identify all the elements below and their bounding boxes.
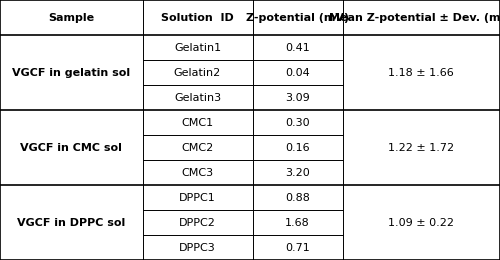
Text: VGCF in gelatin sol: VGCF in gelatin sol xyxy=(12,68,130,77)
Text: 1.68: 1.68 xyxy=(285,218,310,228)
Text: 1.22 ± 1.72: 1.22 ± 1.72 xyxy=(388,142,454,153)
Text: Gelatin1: Gelatin1 xyxy=(174,43,221,53)
Text: 0.71: 0.71 xyxy=(285,243,310,252)
Text: 3.20: 3.20 xyxy=(285,167,310,178)
Text: Gelatin3: Gelatin3 xyxy=(174,93,221,103)
Text: Gelatin2: Gelatin2 xyxy=(174,68,221,77)
Text: CMC3: CMC3 xyxy=(182,167,214,178)
Text: DPPC3: DPPC3 xyxy=(179,243,216,252)
Text: 3.09: 3.09 xyxy=(285,93,310,103)
Text: 0.16: 0.16 xyxy=(285,142,310,153)
Text: 0.04: 0.04 xyxy=(285,68,310,77)
Text: CMC2: CMC2 xyxy=(182,142,214,153)
Text: Mean Z-potential ± Dev. (mV): Mean Z-potential ± Dev. (mV) xyxy=(328,12,500,23)
Text: Sample: Sample xyxy=(48,12,94,23)
Text: VGCF in DPPC sol: VGCF in DPPC sol xyxy=(17,218,126,228)
Text: 0.41: 0.41 xyxy=(285,43,310,53)
Text: DPPC1: DPPC1 xyxy=(179,192,216,203)
Text: 0.30: 0.30 xyxy=(285,118,310,128)
Text: Z-potential (mV): Z-potential (mV) xyxy=(246,12,349,23)
Text: VGCF in CMC sol: VGCF in CMC sol xyxy=(20,142,122,153)
Text: 1.09 ± 0.22: 1.09 ± 0.22 xyxy=(388,218,454,228)
Text: DPPC2: DPPC2 xyxy=(179,218,216,228)
Text: CMC1: CMC1 xyxy=(182,118,214,128)
Text: Solution  ID: Solution ID xyxy=(161,12,234,23)
Text: 1.18 ± 1.66: 1.18 ± 1.66 xyxy=(388,68,454,77)
Text: 0.88: 0.88 xyxy=(285,192,310,203)
